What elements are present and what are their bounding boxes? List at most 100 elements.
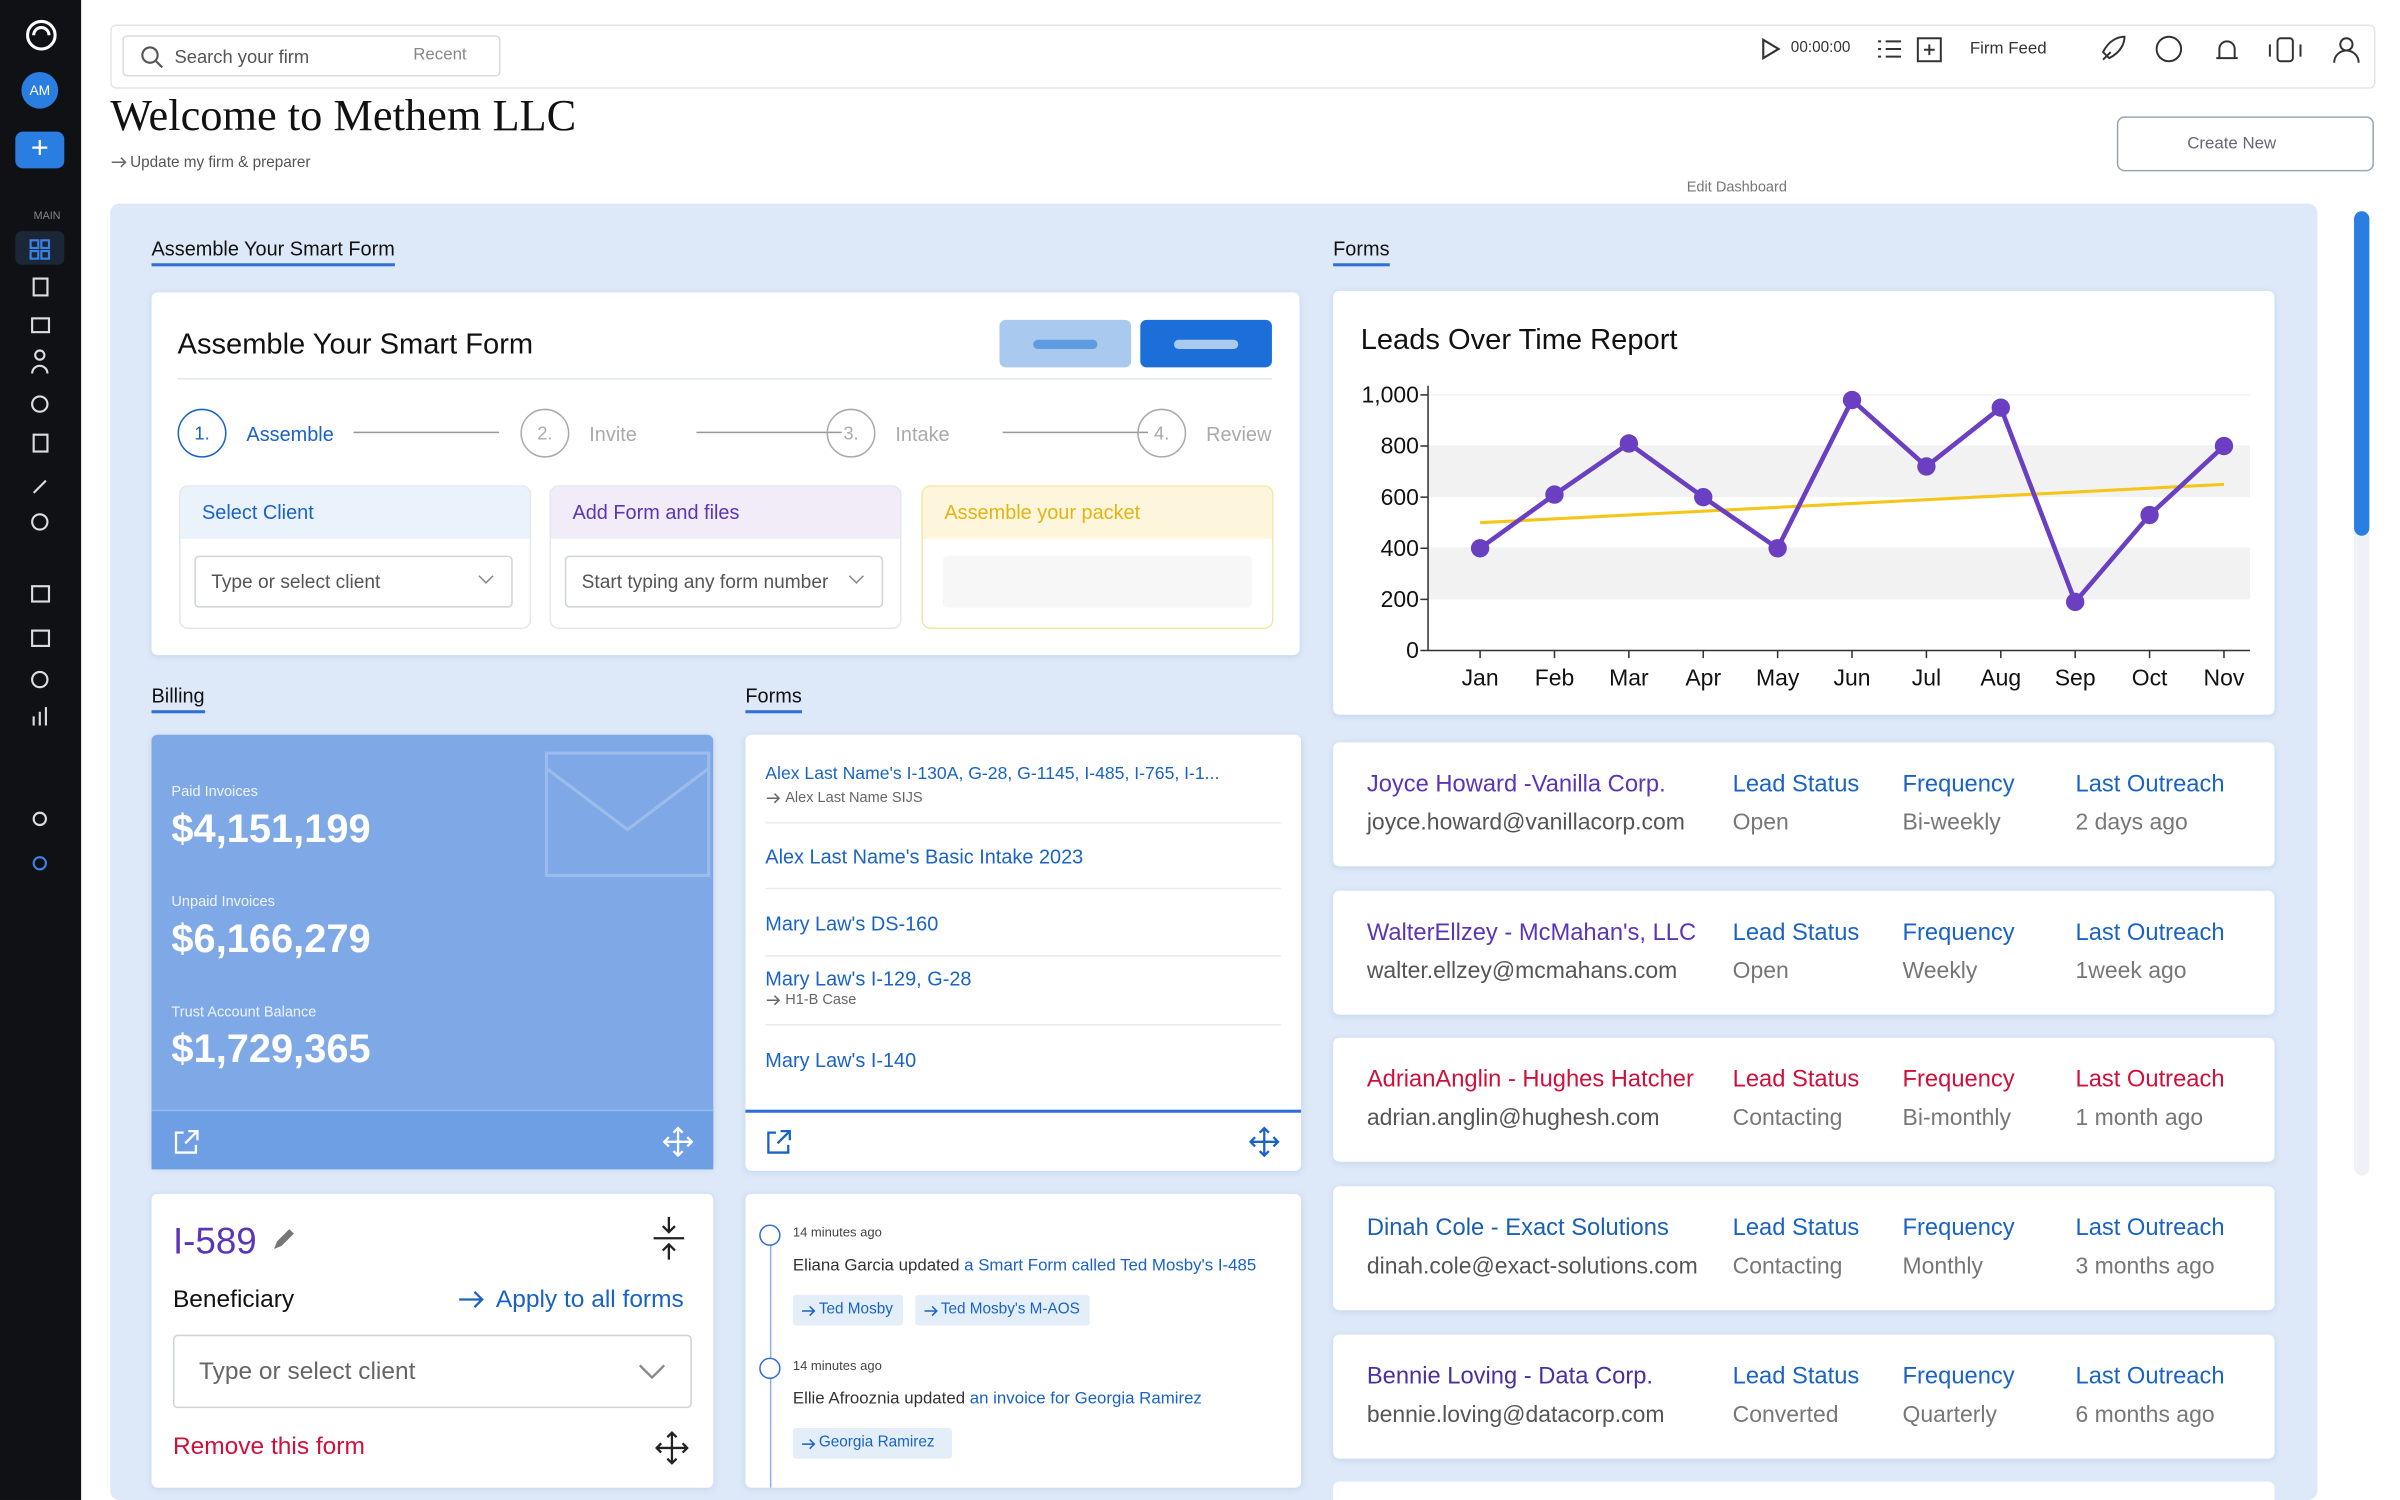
tab[interactable]: Forms [1333,237,1390,267]
update-link[interactable]: Update my firm & preparer [130,154,311,172]
panel-title: Add Form and files [572,500,740,524]
card-title: Assemble Your Smart Form [177,329,534,362]
remove-link[interactable]: Remove this form [172,1434,365,1461]
form-item-sub[interactable]: Alex Last Name SIJS [785,789,923,807]
lead-card: WalterEllzey - McMahan's, LLC walter.ellz… [1333,890,2275,1015]
activity-text: Ellie Afrooznia updated an invoice for G… [792,1389,1202,1409]
step-connector [353,431,499,434]
lead-field-label: Lead Status [1732,771,1860,798]
activity-link[interactable]: an invoice for Georgia Ramirez [969,1389,1202,1409]
page-title: Welcome to Methem LLC [110,91,577,141]
form-item-link[interactable]: Mary Law's I-129, G-28 [765,967,972,991]
tag[interactable]: Ted Mosby's M-AOS [914,1294,1090,1326]
toolbar-icons[interactable] [2097,34,2365,68]
x-tick-label: Feb [1535,665,1575,691]
tab[interactable]: Forms [745,684,802,714]
lead-name-link[interactable]: WalterEllzey - McMahan's, LLC [1366,919,1697,946]
move-icon[interactable] [1248,1126,1280,1158]
lead-field-value: Open [1732,809,1789,836]
divider [765,955,1282,957]
lead-email: walter.ellzey@mcmahans.com [1366,957,1678,984]
form-item-link[interactable]: Mary Law's DS-160 [765,912,939,936]
tab[interactable]: Assemble Your Smart Form [151,237,395,267]
tab[interactable]: Billing [151,684,205,714]
edit-icon[interactable] [271,1228,295,1252]
form-card: I-589 Beneficiary Apply to all forms Typ… [151,1193,714,1488]
create-new-button[interactable]: Create New [2116,116,2374,172]
lead-field-label: Last Outreach [2075,919,2225,946]
billing-value: $6,166,279 [171,915,371,962]
panel-head [551,486,900,539]
select[interactable]: Type or select client [172,1334,692,1409]
firm-feed[interactable]: Firm Feed [1969,39,2047,59]
tag-label[interactable]: Ted Mosby [818,1301,893,1318]
tag-label[interactable]: Ted Mosby's M-AOS [940,1301,1080,1318]
play-icon[interactable] [1760,37,1781,61]
grid-band [1428,548,2250,600]
billing-value: $4,151,199 [171,805,371,852]
apply-link[interactable]: Apply to all forms [495,1287,684,1314]
select[interactable]: Start typing any form number [564,555,884,608]
nav-active[interactable] [15,231,65,265]
panel-head [180,486,530,539]
tag-label[interactable]: Georgia Ramirez [818,1434,935,1452]
sidebar: AM + MAIN [0,0,82,1500]
placeholder-box [942,555,1253,608]
activity-link[interactable]: a Smart Form called Ted Mosby's I-485 [964,1256,1257,1275]
form-item-link[interactable]: Mary Law's I-140 [765,1048,917,1072]
x-tick-label: Jul [1912,665,1941,691]
search-box[interactable]: Search your firm Recent [122,35,501,77]
lead-name-link[interactable]: Dinah Cole - Exact Solutions [1366,1215,1669,1242]
header-icons[interactable] [1877,37,1947,65]
avatar[interactable]: AM [21,71,59,109]
panel: Add Form and files Start typing any form … [549,485,902,630]
chart-card: Leads Over Time Report 0 200 400 600 800 1,000… [1333,290,2275,715]
lead-field-value: Contacting [1732,1253,1843,1280]
nav-icons[interactable] [28,236,52,909]
panel: Select Client Type or select client [179,485,532,630]
recent[interactable]: Recent [413,45,467,65]
step-label: Intake [895,422,950,446]
edit-dashboard[interactable]: Edit Dashboard [1686,179,1787,196]
lead-name-link[interactable]: Joyce Howard -Vanilla Corp. [1366,771,1666,798]
timer: 00:00:00 [1790,39,1851,57]
lead-field-value: Bi-weekly [1902,809,2001,836]
button[interactable] [1140,319,1272,368]
search-icon [141,46,164,69]
button[interactable] [999,319,1132,368]
panel-title: Assemble your packet [944,500,1141,524]
form-item-link[interactable]: Alex Last Name's I-130A, G-28, G-1145, I… [765,765,1220,784]
lead-email: adrian.anglin@hughesh.com [1366,1105,1660,1132]
chevron [638,1364,666,1380]
arrow [766,995,781,1006]
chart: Leads Over Time Report 0 200 400 600 800 1,000… [1361,324,2250,691]
open-icon[interactable] [765,1128,793,1156]
x-tick-label: Mar [1609,665,1649,691]
lead-field-value: Converted [1732,1401,1839,1428]
scrollbar [2354,211,2370,1176]
point [1991,398,2010,417]
open-icon[interactable] [173,1128,201,1156]
lead-name-link[interactable]: Bennie Loving - Data Corp. [1366,1363,1654,1390]
move-icon[interactable] [662,1126,694,1158]
collapse-icon[interactable] [651,1215,688,1261]
tag[interactable]: Georgia Ramirez [792,1428,952,1459]
lead-email: dinah.cole@exact-solutions.com [1366,1253,1698,1280]
lead-field-value: 6 months ago [2075,1401,2215,1428]
x-tick-label: May [1756,665,1800,691]
lead-field-label: Frequency [1902,1067,2015,1094]
form-item-link[interactable]: Alex Last Name's Basic Intake 2023 [765,844,1084,868]
smart-form-card: Assemble Your Smart Form 1. Assemble 2. Inv… [151,292,1300,656]
add-button[interactable]: + [15,131,65,169]
tag[interactable]: Ted Mosby [792,1294,903,1326]
lead-field-label: Frequency [1902,1215,2015,1242]
lead-name-link[interactable]: AdrianAnglin - Hughes Hatcher [1366,1067,1694,1094]
form-item-sub[interactable]: H1-B Case [785,991,857,1009]
step-number: 4. [1137,408,1187,458]
select[interactable]: Type or select client [194,555,513,608]
y-tick-label: 0 [1406,637,1419,663]
chart-title: Leads Over Time Report [1361,324,1678,356]
point [2066,592,2085,612]
move-icon[interactable] [655,1431,689,1465]
search-placeholder: Search your firm [174,45,310,68]
